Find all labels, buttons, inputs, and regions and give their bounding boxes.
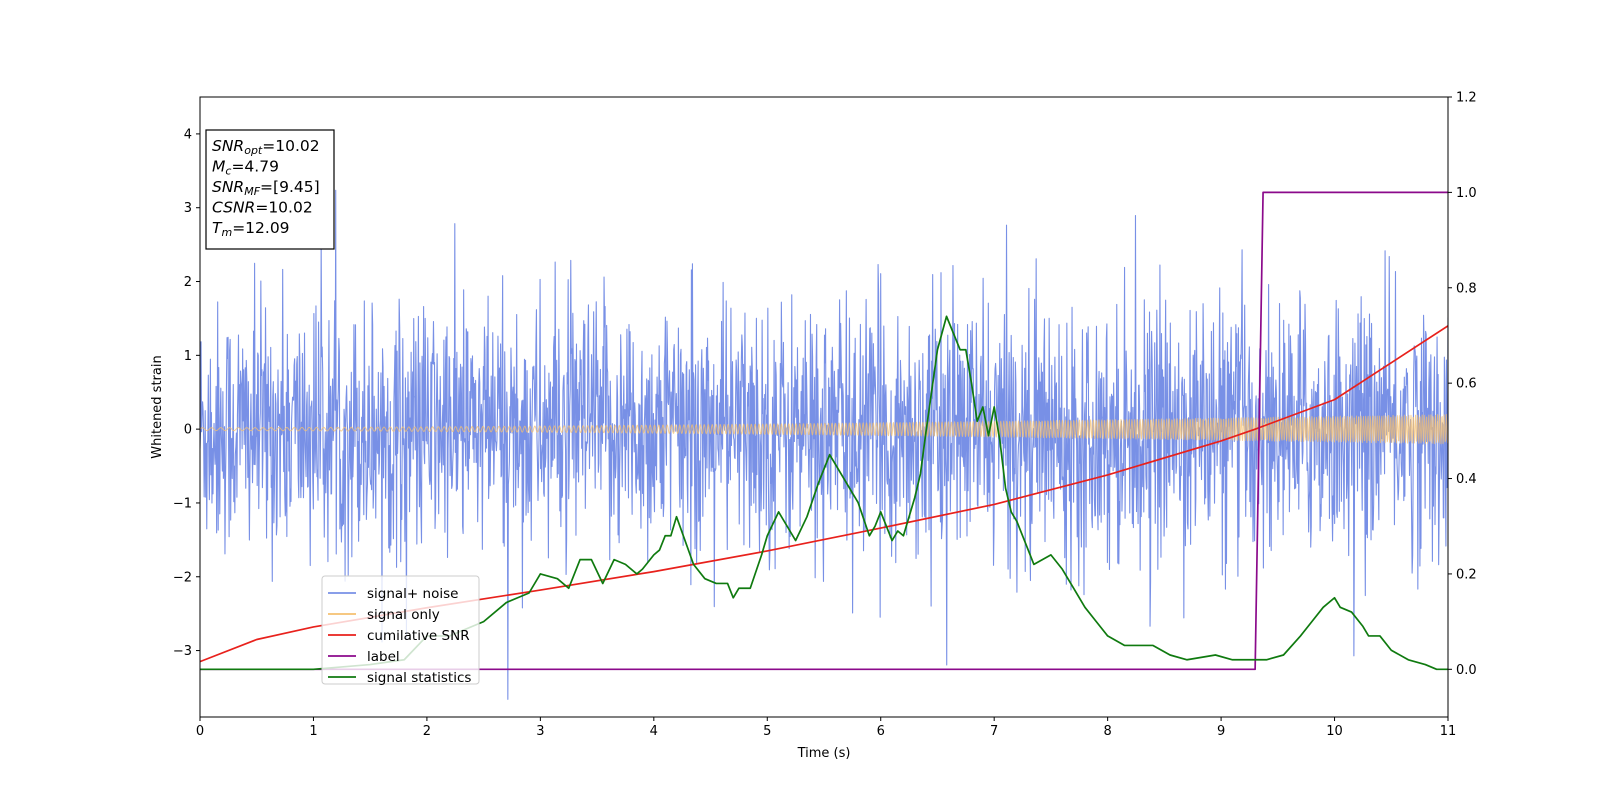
y-tick-label: −1	[173, 496, 192, 511]
y2-tick-label: 1.0	[1456, 186, 1477, 201]
annotation-value: =10.02	[255, 199, 312, 217]
annotation-subscript: c	[225, 165, 231, 178]
y2-tick-label: 1.2	[1456, 91, 1477, 106]
x-tick-label: 3	[536, 724, 544, 739]
annotation-line: Tm=12.09	[212, 219, 290, 239]
x-tick-label: 8	[1103, 724, 1111, 739]
y2-tick-label: 0.8	[1456, 281, 1477, 296]
legend-label: label	[367, 649, 400, 665]
y2-tick-label: 0.4	[1456, 472, 1477, 487]
y-tick-label: 2	[184, 275, 192, 290]
annotation-subscript: MF	[244, 185, 260, 198]
y-axis-left: −3 −2 −1 0 1 2 3 4	[173, 127, 200, 659]
annotation-value: =10.02	[262, 137, 319, 155]
annotation-symbol: SNR	[212, 178, 244, 196]
x-tick-label: 1	[309, 724, 317, 739]
legend-label: signal+ noise	[367, 586, 458, 602]
series-line-4	[200, 315, 1448, 671]
legend-label: signal only	[367, 607, 440, 623]
plot-frame	[199, 96, 1449, 718]
x-tick-label: 6	[877, 724, 885, 739]
x-tick-label: 7	[990, 724, 998, 739]
annotation-symbol: M	[212, 158, 225, 176]
legend-frame	[321, 575, 480, 685]
legend-label: signal statistics	[367, 670, 471, 686]
y2-tick-label: 0.2	[1456, 567, 1477, 582]
x-tick-label: 5	[763, 724, 771, 739]
x-tick-label: 4	[650, 724, 658, 739]
x-tick-label: 10	[1326, 724, 1343, 739]
y2-tick-label: 0.0	[1456, 663, 1477, 678]
annotation-subscript: m	[221, 226, 232, 239]
y-tick-label: 1	[184, 349, 192, 364]
y-tick-label: 0	[184, 423, 192, 438]
x-axis-label: Time (s)	[797, 746, 851, 761]
x-tick-label: 9	[1217, 724, 1225, 739]
series-line-0	[200, 189, 1448, 700]
annotation-line: Mc=4.79	[212, 158, 279, 178]
stats-annotation-box: SNRopt=10.02Mc=4.79SNRMF=[9.45]CSNR=10.0…	[205, 129, 335, 250]
annotation-value: =12.09	[232, 219, 289, 237]
x-axis: 0 1 2 3 4 5 6 7 8 9 10 11	[196, 717, 1456, 739]
legend-label: cumilative SNR	[367, 628, 470, 644]
series-line-3	[200, 191, 1448, 671]
series-line-1	[200, 413, 1448, 445]
x-tick-label: 2	[423, 724, 431, 739]
y-axis-label: Whitened strain	[150, 355, 165, 458]
y-tick-label: 3	[184, 201, 192, 216]
y-axis-right: 0.0 0.2 0.4 0.6 0.8 1.0 1.2	[1448, 91, 1477, 678]
annotation-symbol: T	[212, 219, 223, 237]
x-tick-label: 0	[196, 724, 204, 739]
y2-tick-label: 0.6	[1456, 377, 1477, 392]
annotation-symbol: SNR	[212, 137, 244, 155]
annotation-line: CSNR=10.02	[212, 199, 313, 217]
annotation-value: =[9.45]	[260, 178, 320, 196]
y-tick-label: 4	[184, 127, 192, 142]
legend: signal+ noise signal only cumilative SNR la…	[321, 575, 480, 686]
annotation-symbol: CSNR	[212, 199, 255, 217]
y-tick-label: −3	[173, 644, 192, 659]
y-tick-label: −2	[173, 570, 192, 585]
annotation-line: SNRopt=10.02	[212, 137, 320, 157]
annotation-value: =4.79	[231, 158, 279, 176]
x-tick-label: 11	[1440, 724, 1457, 739]
annotation-line: SNRMF=[9.45]	[212, 178, 320, 198]
annotation-subscript: opt	[244, 144, 263, 157]
